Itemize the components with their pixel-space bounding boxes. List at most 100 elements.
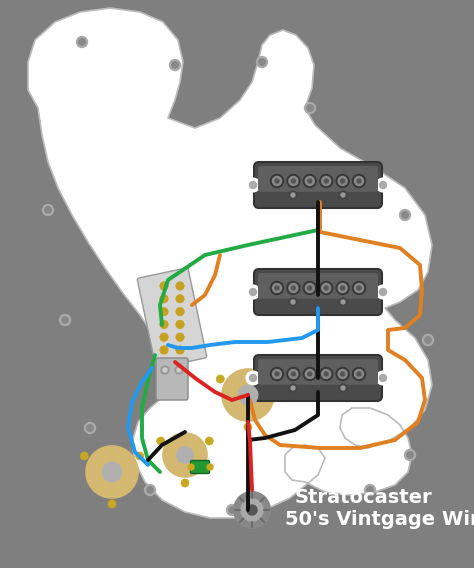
Circle shape [247, 505, 257, 515]
Circle shape [357, 372, 361, 376]
FancyBboxPatch shape [258, 359, 378, 385]
Circle shape [238, 385, 258, 405]
Circle shape [234, 492, 270, 528]
Circle shape [229, 507, 235, 513]
Circle shape [222, 369, 274, 421]
Circle shape [402, 212, 408, 218]
Circle shape [339, 191, 347, 199]
Circle shape [338, 177, 347, 186]
Circle shape [324, 286, 328, 290]
Circle shape [291, 193, 295, 197]
Circle shape [43, 204, 54, 215]
Circle shape [308, 179, 312, 183]
Circle shape [376, 178, 390, 192]
Circle shape [160, 346, 168, 354]
Circle shape [163, 368, 167, 372]
Circle shape [367, 487, 373, 493]
Circle shape [376, 371, 390, 385]
Circle shape [249, 374, 256, 382]
Circle shape [157, 437, 165, 445]
Circle shape [84, 423, 95, 433]
Circle shape [324, 179, 328, 183]
Circle shape [176, 282, 184, 290]
Circle shape [45, 207, 51, 213]
Circle shape [341, 372, 345, 376]
Circle shape [287, 174, 300, 187]
Circle shape [207, 464, 213, 470]
Circle shape [76, 36, 88, 48]
Circle shape [246, 371, 260, 385]
Circle shape [259, 59, 265, 65]
Circle shape [355, 283, 364, 293]
Circle shape [338, 283, 347, 293]
Circle shape [422, 335, 434, 345]
Circle shape [289, 191, 297, 199]
Circle shape [336, 174, 349, 187]
Circle shape [86, 446, 138, 498]
Circle shape [249, 289, 256, 295]
FancyBboxPatch shape [258, 166, 378, 192]
Circle shape [176, 320, 184, 329]
Circle shape [308, 286, 312, 290]
Circle shape [341, 193, 345, 197]
Circle shape [341, 386, 345, 390]
FancyBboxPatch shape [156, 358, 188, 400]
Circle shape [319, 174, 333, 187]
Circle shape [176, 295, 184, 303]
Circle shape [353, 174, 365, 187]
Circle shape [336, 282, 349, 294]
Circle shape [305, 283, 314, 293]
Circle shape [322, 370, 331, 378]
Circle shape [227, 504, 237, 516]
Circle shape [355, 370, 364, 378]
Text: Stratocaster: Stratocaster [295, 488, 433, 507]
Circle shape [336, 367, 349, 381]
Circle shape [177, 368, 181, 372]
Circle shape [160, 320, 168, 329]
Circle shape [303, 174, 316, 187]
Circle shape [172, 62, 178, 68]
Circle shape [275, 286, 279, 290]
Circle shape [407, 452, 413, 458]
Circle shape [273, 283, 282, 293]
Circle shape [357, 179, 361, 183]
Circle shape [303, 282, 316, 294]
Circle shape [275, 179, 279, 183]
Circle shape [147, 487, 153, 493]
Circle shape [188, 464, 194, 470]
Circle shape [272, 375, 280, 383]
Circle shape [305, 370, 314, 378]
Circle shape [102, 462, 122, 482]
FancyBboxPatch shape [137, 268, 207, 368]
Circle shape [319, 367, 333, 381]
Circle shape [341, 286, 345, 290]
Circle shape [160, 307, 168, 316]
Circle shape [338, 370, 347, 378]
Circle shape [273, 177, 282, 186]
Circle shape [304, 102, 316, 114]
Circle shape [62, 317, 68, 323]
Circle shape [380, 182, 386, 189]
FancyBboxPatch shape [258, 273, 378, 299]
Circle shape [319, 282, 333, 294]
Circle shape [136, 452, 144, 460]
Circle shape [380, 374, 386, 382]
Circle shape [380, 289, 386, 295]
Circle shape [341, 300, 345, 304]
Circle shape [216, 375, 224, 383]
Circle shape [176, 346, 184, 354]
Polygon shape [28, 8, 432, 518]
Text: 50's Vintgage Wiring: 50's Vintgage Wiring [285, 510, 474, 529]
Circle shape [175, 366, 183, 374]
Circle shape [163, 433, 207, 477]
Circle shape [400, 210, 410, 220]
Circle shape [307, 105, 313, 111]
Circle shape [241, 499, 263, 521]
Circle shape [249, 182, 256, 189]
Circle shape [161, 366, 169, 374]
Circle shape [353, 282, 365, 294]
Circle shape [322, 283, 331, 293]
Circle shape [292, 372, 295, 376]
FancyBboxPatch shape [254, 162, 382, 208]
Circle shape [176, 333, 184, 341]
